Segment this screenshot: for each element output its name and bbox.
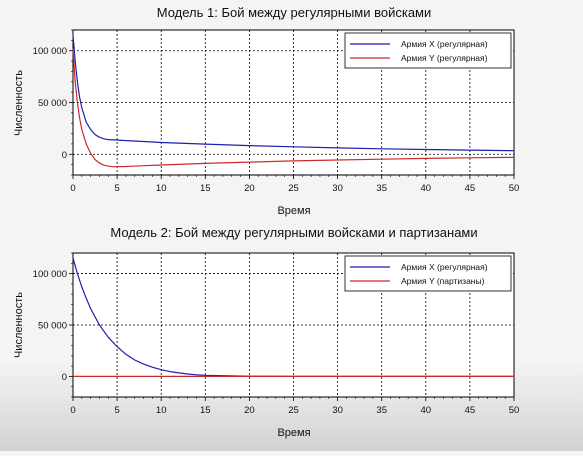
x-tick-label: 50 <box>509 405 520 416</box>
x-tick-label: 10 <box>156 183 167 194</box>
chart-title: Модель 2: Бой между регулярными войсками… <box>110 225 477 240</box>
x-tick-label: 20 <box>244 183 255 194</box>
legend: Армия X (регулярная) Армия Y (регулярная… <box>344 32 512 69</box>
y-axis-ticks: 0 50 000 100 000 <box>33 29 73 176</box>
y-tick-label: 50 000 <box>38 98 67 109</box>
x-tick-label: 20 <box>244 405 255 416</box>
x-tick-label: 0 <box>70 183 75 194</box>
y-axis-ticks: 0 50 000 100 000 <box>33 252 73 398</box>
x-tick-label: 25 <box>288 405 299 416</box>
y-axis-label: Численность <box>13 70 25 136</box>
x-tick-label: 50 <box>509 183 520 194</box>
x-axis-ticks: 0 5 10 15 20 25 30 35 40 45 50 <box>70 175 519 194</box>
legend-label-series-1: Армия X (регулярная) <box>401 39 488 49</box>
x-tick-label: 30 <box>332 183 343 194</box>
x-axis-ticks: 0 5 10 15 20 25 30 35 40 45 50 <box>70 397 519 416</box>
legend: Армия X (регулярная) Армия Y (партизаны) <box>344 255 512 292</box>
chart-model-1: Модель 1: Бой между регулярными войсками… <box>13 5 519 217</box>
x-tick-label: 35 <box>376 183 387 194</box>
x-tick-label: 5 <box>114 405 119 416</box>
x-axis-label: Время <box>277 427 310 439</box>
x-tick-label: 25 <box>288 183 299 194</box>
y-axis-label: Численность <box>13 292 25 358</box>
legend-label-series-1: Армия X (регулярная) <box>401 262 488 272</box>
x-tick-label: 45 <box>465 405 476 416</box>
y-tick-label: 0 <box>62 372 67 383</box>
series-lines <box>72 257 514 377</box>
chart-model-2: Модель 2: Бой между регулярными войсками… <box>13 225 519 439</box>
y-tick-label: 100 000 <box>33 46 67 57</box>
x-tick-label: 10 <box>156 405 167 416</box>
y-tick-label: 50 000 <box>38 321 67 332</box>
chart-title: Модель 1: Бой между регулярными войсками <box>157 5 432 20</box>
x-tick-label: 15 <box>200 405 211 416</box>
x-tick-label: 30 <box>332 405 343 416</box>
y-tick-label: 100 000 <box>33 269 67 280</box>
series-lines <box>72 35 515 168</box>
x-tick-label: 0 <box>70 405 75 416</box>
legend-label-series-2: Армия Y (партизаны) <box>401 276 485 286</box>
series-line-2 <box>72 48 515 168</box>
x-tick-label: 45 <box>465 183 476 194</box>
legend-box <box>344 32 512 69</box>
x-axis-label: Время <box>277 205 310 217</box>
x-tick-label: 40 <box>421 183 432 194</box>
y-tick-label: 0 <box>62 150 67 161</box>
x-tick-label: 35 <box>376 405 387 416</box>
x-tick-label: 15 <box>200 183 211 194</box>
legend-label-series-2: Армия Y (регулярная) <box>401 53 488 63</box>
x-tick-label: 5 <box>114 183 119 194</box>
series-line-1 <box>72 35 515 152</box>
x-tick-label: 40 <box>421 405 432 416</box>
legend-box <box>344 255 512 292</box>
